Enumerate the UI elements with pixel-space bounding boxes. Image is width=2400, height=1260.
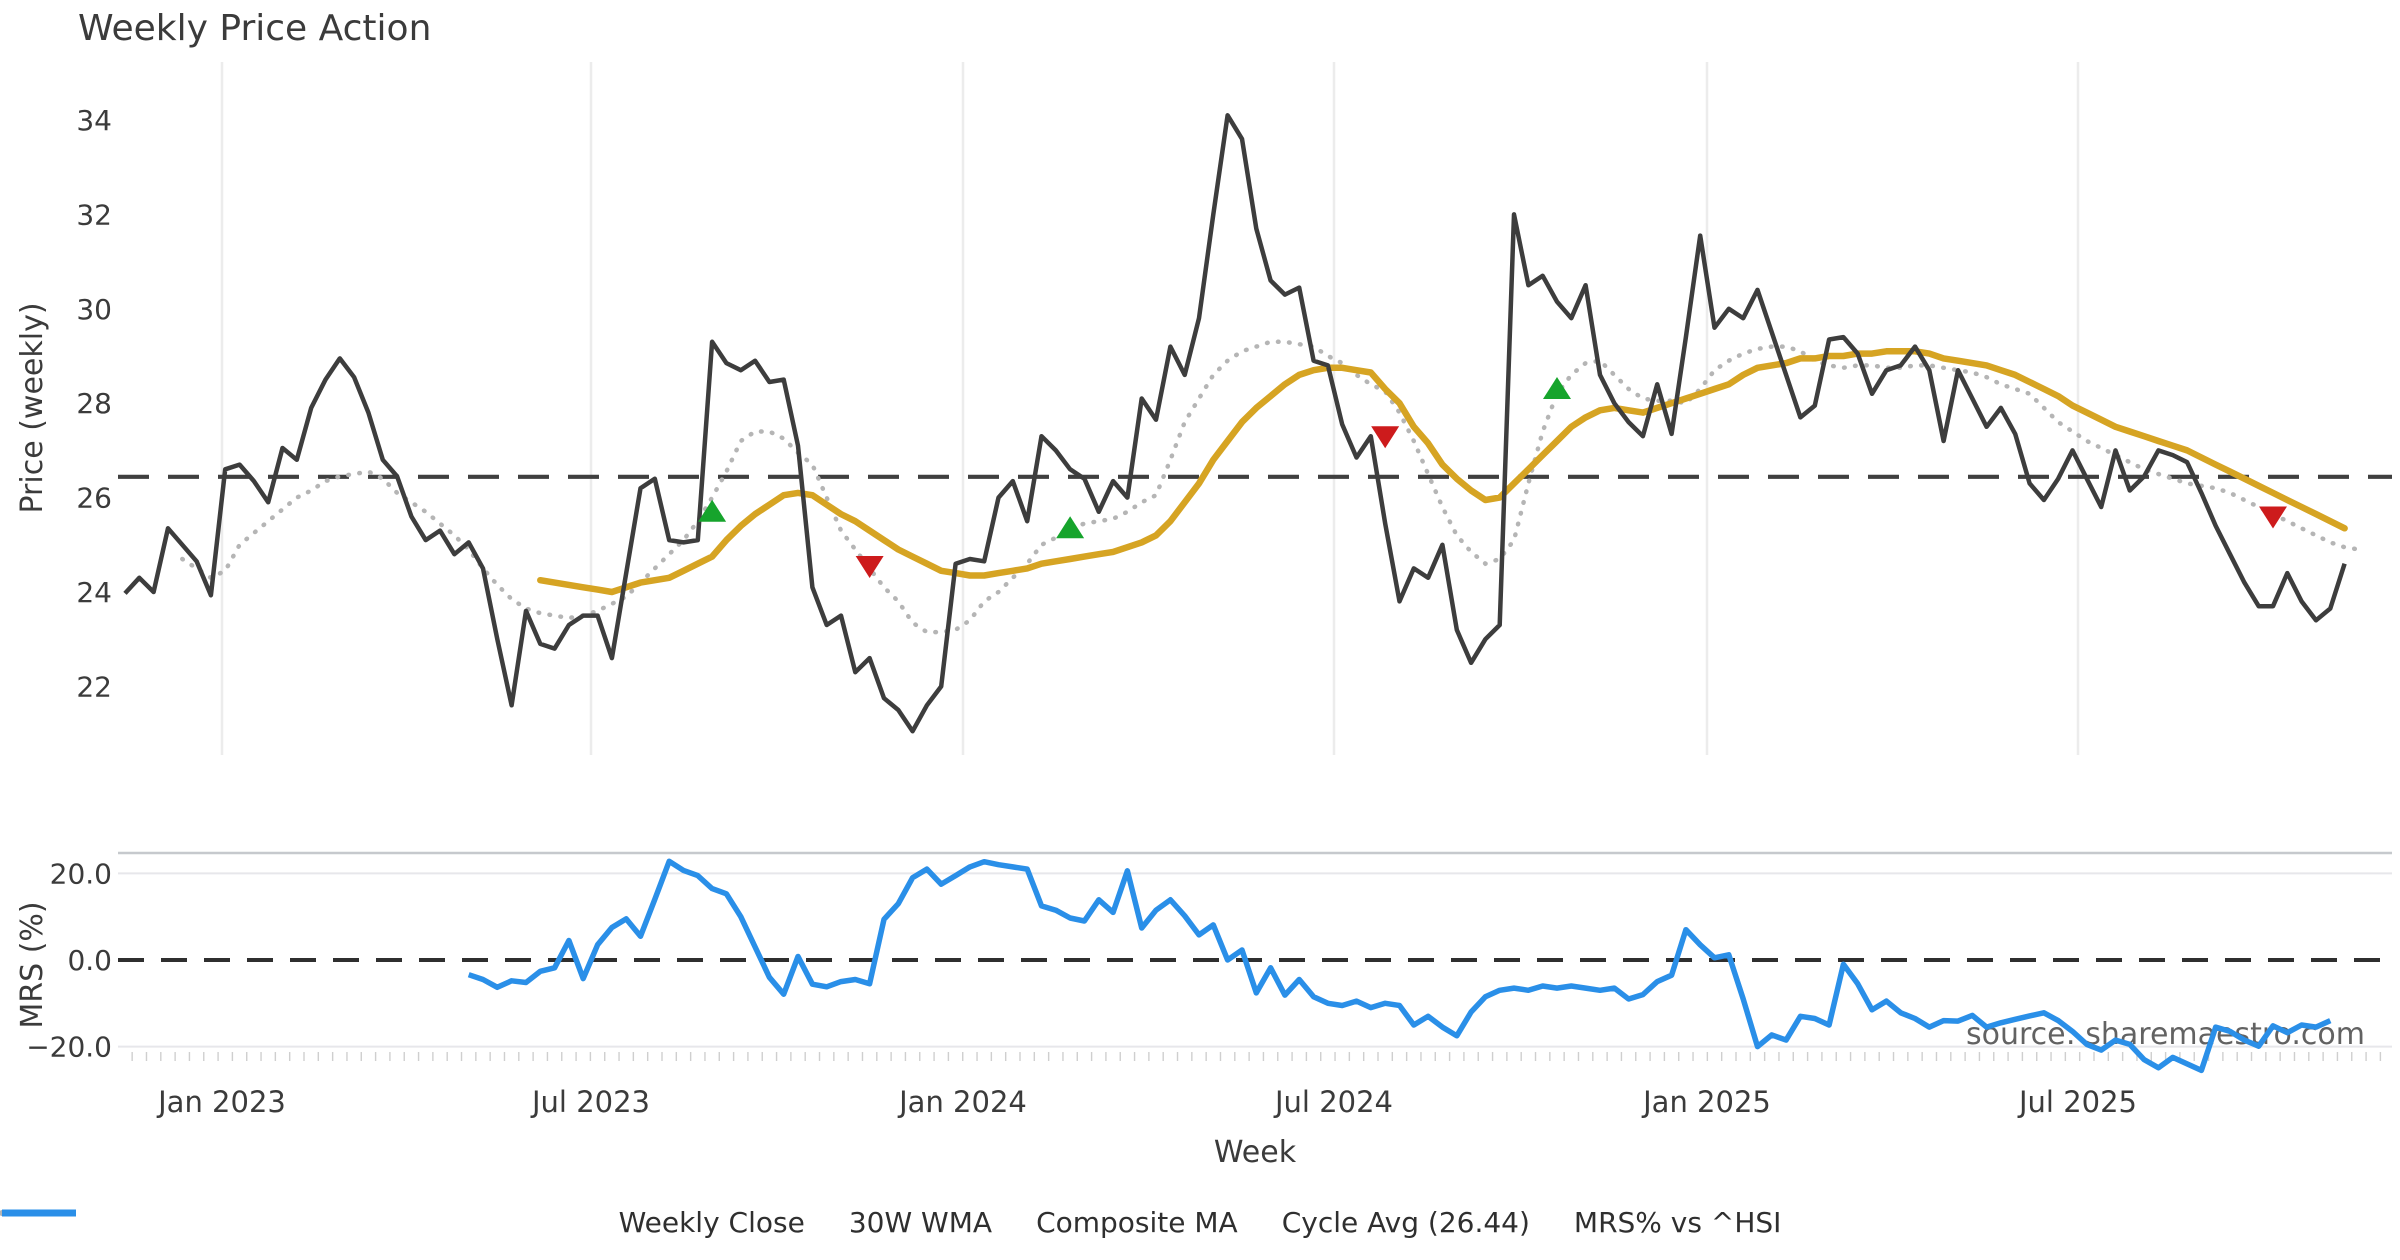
x-tick-label: Jul 2023: [530, 1085, 650, 1119]
price-tick-label: 26: [76, 482, 112, 515]
legend: Weekly Close 30W WMA Composite MA Cycle Avg…: [0, 1206, 2400, 1239]
legend-item-weekly_close: Weekly Close: [2, 1206, 805, 1239]
buy-signal-icon: [1056, 516, 1085, 539]
buy-signal-icon: [1543, 377, 1571, 400]
composite-ma-line: [180, 339, 2362, 635]
price-tick-label: 30: [76, 293, 112, 326]
price-tick-label: 22: [76, 670, 112, 703]
mrs-axis-label: MRS (%): [15, 901, 50, 1028]
chart-title: Weekly Price Action: [78, 8, 431, 49]
legend-item-composite_ma: Composite MA: [0, 1206, 1238, 1239]
sell-signal-icon: [855, 556, 884, 579]
x-axis-label: Week: [1214, 1135, 1297, 1170]
price-axis-label: Price (weekly): [15, 302, 50, 513]
legend-item-cycle_avg: Cycle Avg (26.44): [2, 1206, 1530, 1239]
x-tick-label: Jan 2024: [897, 1085, 1027, 1119]
legend-item-mrs_pct: MRS% vs ^HSI: [2, 1206, 1782, 1239]
buy-signal-icon: [698, 499, 727, 522]
sell-signal-icon: [1371, 426, 1400, 449]
price-tick-label: 34: [76, 104, 112, 137]
price-tick-label: 24: [76, 576, 112, 609]
legend-item-wma_30w: 30W WMA: [2, 1206, 993, 1239]
mrs-line: [467, 858, 2332, 1074]
price-tick-label: 32: [76, 198, 112, 231]
wma-30w-line: [537, 348, 2348, 596]
legend-label: MRS% vs ^HSI: [1573, 1206, 1782, 1239]
legend-label: Weekly Close: [618, 1206, 805, 1239]
legend-label: Cycle Avg (26.44): [1281, 1206, 1530, 1239]
legend-label: Composite MA: [1036, 1206, 1238, 1239]
x-tick-label: Jan 2025: [1641, 1085, 1771, 1119]
legend-label: 30W WMA: [848, 1206, 993, 1239]
sell-signal-icon: [2259, 506, 2287, 529]
watermark: source: sharemaestro.com: [1966, 1017, 2365, 1052]
mrs-tick-label: 20.0: [50, 857, 112, 890]
weekly-close-line: [123, 113, 2347, 734]
mrs_pct-legend-swatch: [2, 1209, 76, 1217]
x-tick-label: Jan 2023: [156, 1085, 286, 1119]
x-tick-label: Jul 2024: [1273, 1085, 1393, 1119]
mrs-tick-label: −20.0: [26, 1031, 112, 1064]
price-tick-label: 28: [76, 387, 112, 420]
mrs-tick-label: 0.0: [67, 944, 112, 977]
x-tick-label: Jul 2025: [2017, 1085, 2137, 1119]
